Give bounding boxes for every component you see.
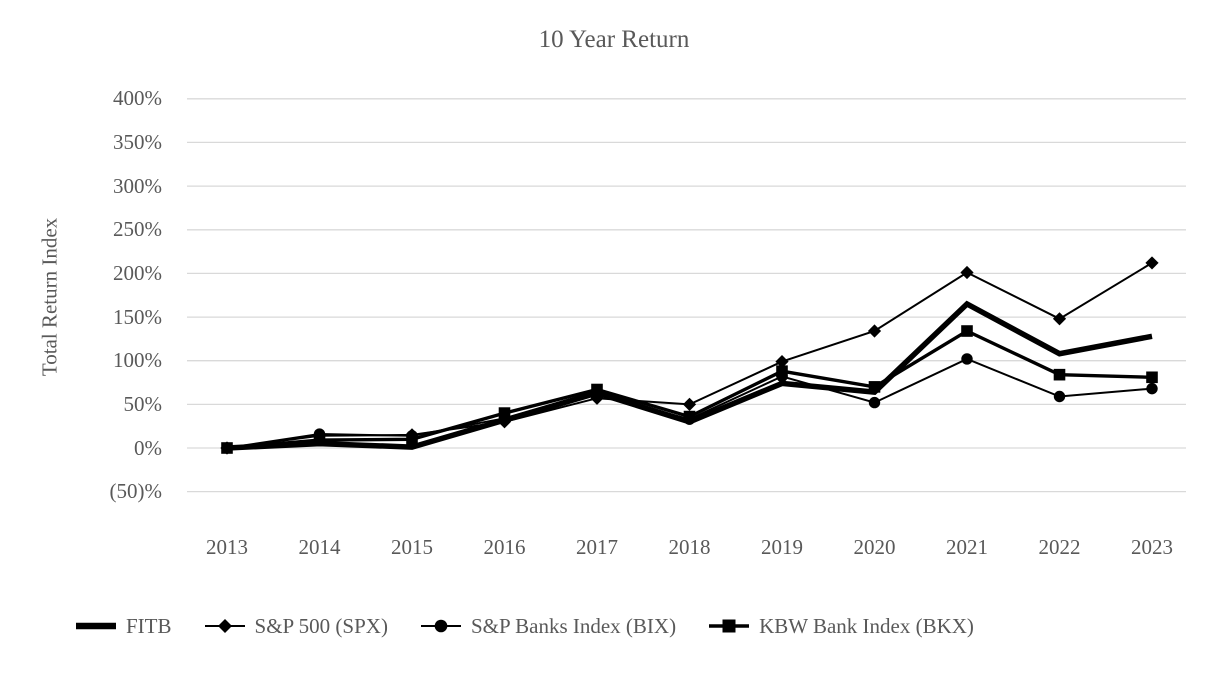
marker-square (961, 325, 973, 337)
legend-label: S&P Banks Index (BIX) (470, 613, 677, 638)
y-tick-label: 350% (113, 129, 162, 154)
marker-square (313, 434, 326, 446)
legend-swatch-circle (420, 619, 461, 633)
x-tick-label: 2014 (298, 535, 341, 559)
marker-diamond (775, 354, 789, 369)
y-tick-label: 250% (113, 217, 162, 242)
x-tick-label: 2015 (391, 535, 433, 559)
legend-label: S&P 500 (SPX) (254, 613, 388, 638)
marker-circle (961, 353, 973, 365)
series-line-KBW-Bank-Index-BKX- (226, 329, 1153, 450)
x-tick-label: 2023 (1131, 535, 1173, 559)
legend-item-KBW-Bank-Index-BKX-: KBW Bank Index (BKX) (708, 612, 974, 640)
marker-circle (1146, 382, 1158, 395)
marker-diamond (1145, 256, 1159, 270)
legend-label: FITB (126, 613, 172, 638)
legend-label: KBW Bank Index (BKX) (759, 613, 974, 638)
legend-swatch-diamond (204, 619, 245, 633)
marker-square (1146, 371, 1158, 384)
legend-item-FITB: FITB (75, 612, 172, 640)
y-tick-label: 0% (134, 435, 162, 460)
marker-diamond (960, 265, 974, 280)
legend-item-S-P-Banks-Index-BIX-: S&P Banks Index (BIX) (420, 612, 676, 640)
y-tick-label: (50)% (109, 479, 162, 504)
marker-square (868, 381, 881, 393)
x-tick-label: 2020 (853, 535, 896, 559)
series-line-FITB (226, 300, 1153, 451)
marker-square (683, 410, 696, 423)
y-tick-label: 400% (113, 86, 162, 111)
marker-diamond (682, 397, 697, 411)
y-tick-label: 50% (123, 391, 163, 416)
marker-square (776, 365, 788, 377)
y-tick-label: 200% (113, 260, 162, 285)
x-tick-label: 2021 (946, 535, 988, 559)
marker-square (1053, 368, 1066, 381)
legend-item-S-P-500-SPX-: S&P 500 (SPX) (204, 612, 388, 640)
x-tick-label: 2018 (668, 535, 711, 559)
marker-square (221, 442, 233, 454)
y-tick-label: 150% (113, 304, 162, 329)
marker-diamond (1052, 312, 1067, 326)
marker-square (591, 383, 603, 396)
y-tick-label: 100% (113, 348, 162, 373)
y-tick-label: 300% (113, 173, 162, 198)
marker-square (498, 407, 511, 419)
marker-circle (868, 396, 881, 409)
chart-title: 10 Year Return (538, 26, 690, 53)
marker-square (406, 433, 418, 446)
x-tick-label: 2017 (576, 535, 618, 559)
x-tick-label: 2019 (761, 535, 803, 559)
legend-swatch-square (709, 619, 750, 633)
marker-diamond (867, 324, 882, 338)
marker-circle (1053, 390, 1066, 403)
legend: FITB S&P 500 (SPX) S&P Banks Index (BIX) KB… (75, 612, 974, 640)
x-tick-label: 2016 (483, 535, 526, 559)
x-tick-label: 2022 (1038, 535, 1081, 559)
legend-swatch-none (76, 622, 116, 630)
x-tick-label: 2013 (206, 535, 248, 559)
